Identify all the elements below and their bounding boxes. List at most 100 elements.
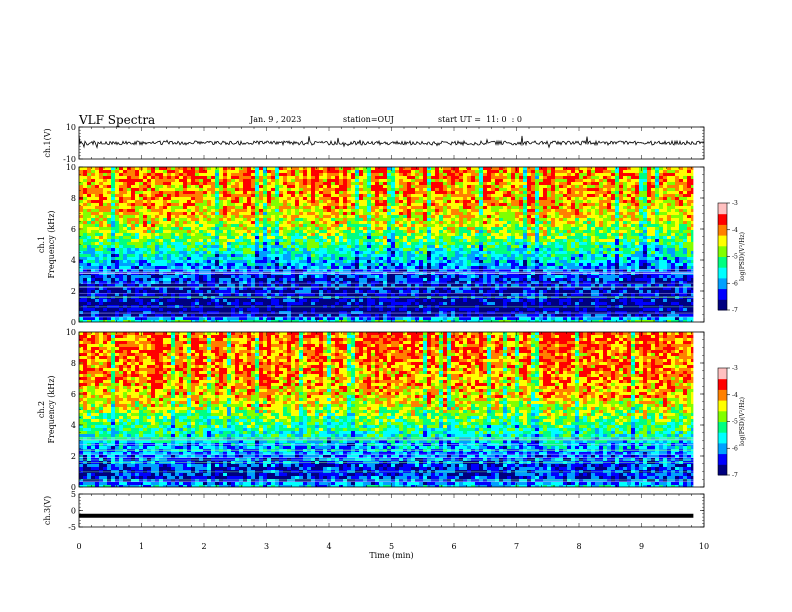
spectrogram-cell	[355, 236, 359, 239]
spectrogram-cell	[247, 203, 251, 206]
spectrogram-cell	[127, 236, 131, 239]
spectrogram-cell	[371, 269, 375, 272]
spectrogram-cell	[315, 197, 319, 200]
spectrogram-cell	[267, 182, 271, 185]
spectrogram-cell	[95, 167, 99, 170]
spectrogram-cell	[159, 239, 163, 242]
spectrogram-cell	[83, 221, 87, 224]
spectrogram-cell	[399, 215, 403, 218]
spectrogram-cell	[319, 317, 323, 320]
spectrogram-cell	[191, 188, 195, 191]
spectrogram-cell	[215, 248, 219, 251]
spectrogram-cell	[115, 254, 119, 257]
spectrogram-cell	[83, 287, 87, 290]
spectrogram-cell	[411, 263, 415, 266]
spectrogram-cell	[211, 281, 215, 284]
spectrogram-cell	[147, 284, 151, 287]
spectrogram-cell	[103, 275, 107, 278]
spectrogram-cell	[383, 305, 387, 308]
spectrogram-cell	[79, 311, 83, 314]
spectrogram-cell	[427, 203, 431, 206]
spectrogram-cell	[319, 230, 323, 233]
spectrogram-cell	[191, 203, 195, 206]
spectrogram-cell	[415, 260, 419, 263]
spectrogram-cell	[367, 278, 371, 281]
spectrogram-cell	[263, 215, 267, 218]
spectrogram-cell	[279, 176, 283, 179]
spectrogram-cell	[207, 302, 211, 305]
spectrogram-cell	[367, 287, 371, 290]
spectrogram-cell	[251, 167, 255, 170]
spectrogram-cell	[195, 221, 199, 224]
spectrogram-cell	[435, 293, 439, 296]
spectrogram-cell	[423, 200, 427, 203]
spectrogram-cell	[435, 173, 439, 176]
spectrogram-cell	[143, 266, 147, 269]
spectrogram-cell	[187, 197, 191, 200]
spectrogram-cell	[407, 185, 411, 188]
spectrogram-cell	[427, 212, 431, 215]
spectrogram-cell	[335, 302, 339, 305]
spectrogram-cell	[247, 227, 251, 230]
spectrogram-cell	[339, 317, 343, 320]
spectrogram-cell	[251, 215, 255, 218]
spectrogram-cell	[171, 245, 175, 248]
spectrogram-cell	[115, 209, 119, 212]
spectrogram-cell	[123, 299, 127, 302]
spectrogram-cell	[167, 227, 171, 230]
spectrogram-cell	[119, 299, 123, 302]
spectrogram-cell	[307, 167, 311, 170]
spectrogram-cell	[135, 173, 139, 176]
spectrogram-cell	[139, 317, 143, 320]
spectrogram-cell	[203, 278, 207, 281]
spectrogram-cell	[243, 188, 247, 191]
spectrogram-cell	[355, 233, 359, 236]
spectrogram-cell	[231, 275, 235, 278]
spectrogram-cell	[91, 212, 95, 215]
spectrogram-cell	[295, 269, 299, 272]
spectrogram-cell	[403, 260, 407, 263]
spectrogram-cell	[399, 236, 403, 239]
spectrogram-cell	[375, 299, 379, 302]
spectrogram-cell	[319, 269, 323, 272]
spectrogram-cell	[411, 266, 415, 269]
spectrogram-cell	[79, 173, 83, 176]
spectrogram-cell	[139, 242, 143, 245]
spectrogram-cell	[407, 260, 411, 263]
spectrogram-cell	[135, 227, 139, 230]
spectrogram-cell	[247, 209, 251, 212]
spectrogram-cell	[431, 320, 435, 322]
spectrogram-cell	[371, 209, 375, 212]
spectrogram-cell	[135, 281, 139, 284]
spectrogram-cell	[147, 305, 151, 308]
spectrogram-cell	[363, 266, 367, 269]
spectrogram-cell	[219, 308, 223, 311]
spectrogram-cell	[403, 191, 407, 194]
spectrogram-cell	[79, 221, 83, 224]
spectrogram-cell	[327, 293, 331, 296]
spectrogram-cell	[143, 191, 147, 194]
spectrogram-cell	[327, 245, 331, 248]
spectrogram-cell	[375, 248, 379, 251]
spectrogram-cell	[103, 203, 107, 206]
spectrogram-cell	[111, 260, 115, 263]
spectrogram-cell	[343, 194, 347, 197]
spectrogram-cell	[79, 254, 83, 257]
spectrogram-cell	[383, 266, 387, 269]
spectrogram-cell	[83, 191, 87, 194]
spectrogram-cell	[339, 239, 343, 242]
spectrogram-cell	[439, 221, 443, 224]
spectrogram-cell	[315, 320, 319, 322]
spectrogram-cell	[283, 239, 287, 242]
spectrogram-cell	[191, 314, 195, 317]
spectrogram-cell	[271, 197, 275, 200]
spectrogram-cell	[271, 218, 275, 221]
spectrogram-cell	[131, 230, 135, 233]
spectrogram-cell	[427, 185, 431, 188]
spectrogram-cell	[343, 254, 347, 257]
spectrogram-cell	[407, 212, 411, 215]
spectrogram-cell	[207, 206, 211, 209]
spectrogram-cell	[443, 179, 447, 182]
spectrogram-cell	[99, 173, 103, 176]
spectrogram-cell	[163, 215, 167, 218]
